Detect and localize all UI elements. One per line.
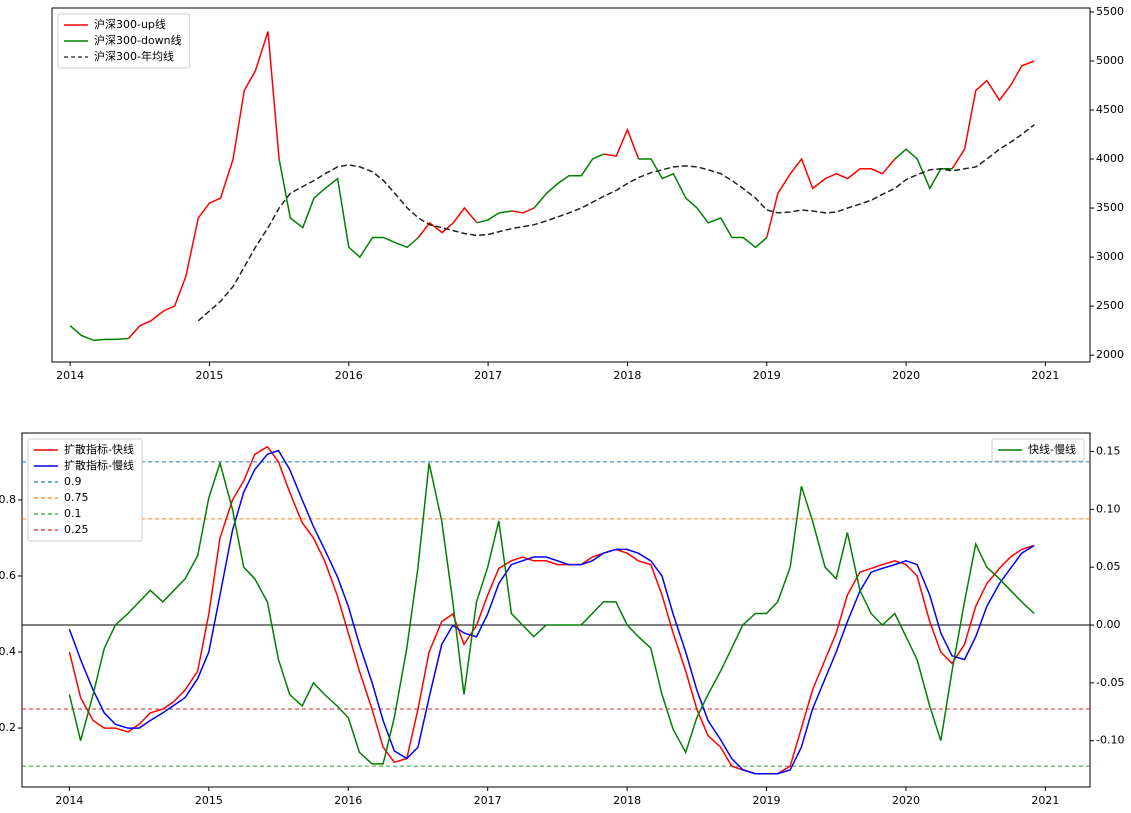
x-tick-label: 2018	[613, 369, 641, 382]
y-tick-label: 2500	[1096, 299, 1124, 312]
series-line	[69, 148, 953, 342]
series-line	[68, 460, 1035, 765]
plot-frame	[21, 432, 1091, 788]
x-tick-label: 2015	[195, 369, 223, 382]
series-line	[68, 449, 1035, 775]
x-tick-label: 2019	[753, 794, 781, 807]
y-tick-label: 5000	[1096, 54, 1124, 67]
series-line	[197, 124, 1035, 322]
legend-label: 0.75	[64, 491, 89, 504]
y-tick-label: 5500	[1096, 5, 1124, 18]
y2-tick-label: 0.10	[1096, 502, 1121, 515]
x-tick-label: 2017	[474, 369, 502, 382]
series-line	[68, 445, 1035, 775]
y2-tick-label: 0.00	[1096, 618, 1121, 631]
x-tick-label: 2017	[474, 794, 502, 807]
legend-label: 0.25	[64, 523, 89, 536]
panel: 2014 2015 2016 2017 2018 2019 2020 2021 0.2 0.4 0.…	[0, 432, 1124, 807]
x-tick-label: 2021	[1031, 794, 1059, 807]
y-tick-label: 0.6	[0, 569, 16, 582]
y-tick-label: 0.4	[0, 645, 16, 658]
y-tick-label: 2000	[1096, 348, 1124, 361]
legend-label: 扩散指标-慢线	[64, 458, 134, 472]
y2-tick-label: -0.10	[1096, 734, 1124, 747]
x-tick-label: 2019	[753, 369, 781, 382]
x-tick-label: 2014	[55, 794, 83, 807]
legend-box	[57, 13, 191, 69]
y-tick-label: 3500	[1096, 201, 1124, 214]
x-tick-label: 2016	[335, 369, 363, 382]
y-tick-label: 4000	[1096, 152, 1124, 165]
x-tick-label: 2021	[1031, 369, 1059, 382]
x-tick-label: 2020	[892, 794, 920, 807]
y-tick-label: 0.8	[0, 493, 16, 506]
y2-tick-label: 0.15	[1096, 445, 1121, 458]
y-tick-label: 4500	[1096, 103, 1124, 116]
x-tick-label: 2015	[195, 794, 223, 807]
x-tick-label: 2018	[613, 794, 641, 807]
y2-tick-label: -0.05	[1096, 676, 1124, 689]
legend-label: 沪深300-down线	[94, 33, 182, 47]
legend-label: 0.9	[64, 475, 82, 488]
x-tick-label: 2014	[56, 369, 84, 382]
legend-label: 扩散指标-快线	[64, 442, 134, 456]
legend: 快线-慢线	[991, 438, 1085, 462]
x-tick-label: 2020	[892, 369, 920, 382]
series-line	[128, 31, 1035, 339]
legend-box	[991, 438, 1085, 462]
y-tick-label: 3000	[1096, 250, 1124, 263]
panel: 2014 2015 2016 2017 2018 2019 2020 2021 2000 2500…	[51, 5, 1124, 382]
legend-label: 快线-慢线	[1028, 442, 1076, 456]
plot-frame	[51, 7, 1091, 363]
y2-tick-label: 0.05	[1096, 560, 1121, 573]
y-tick-label: 0.2	[0, 721, 16, 734]
legend-label: 沪深300-up线	[94, 17, 166, 31]
legend-box	[27, 438, 143, 542]
legend-label: 沪深300-年均线	[94, 49, 174, 63]
legend-label: 0.1	[64, 507, 82, 520]
x-tick-label: 2016	[334, 794, 362, 807]
